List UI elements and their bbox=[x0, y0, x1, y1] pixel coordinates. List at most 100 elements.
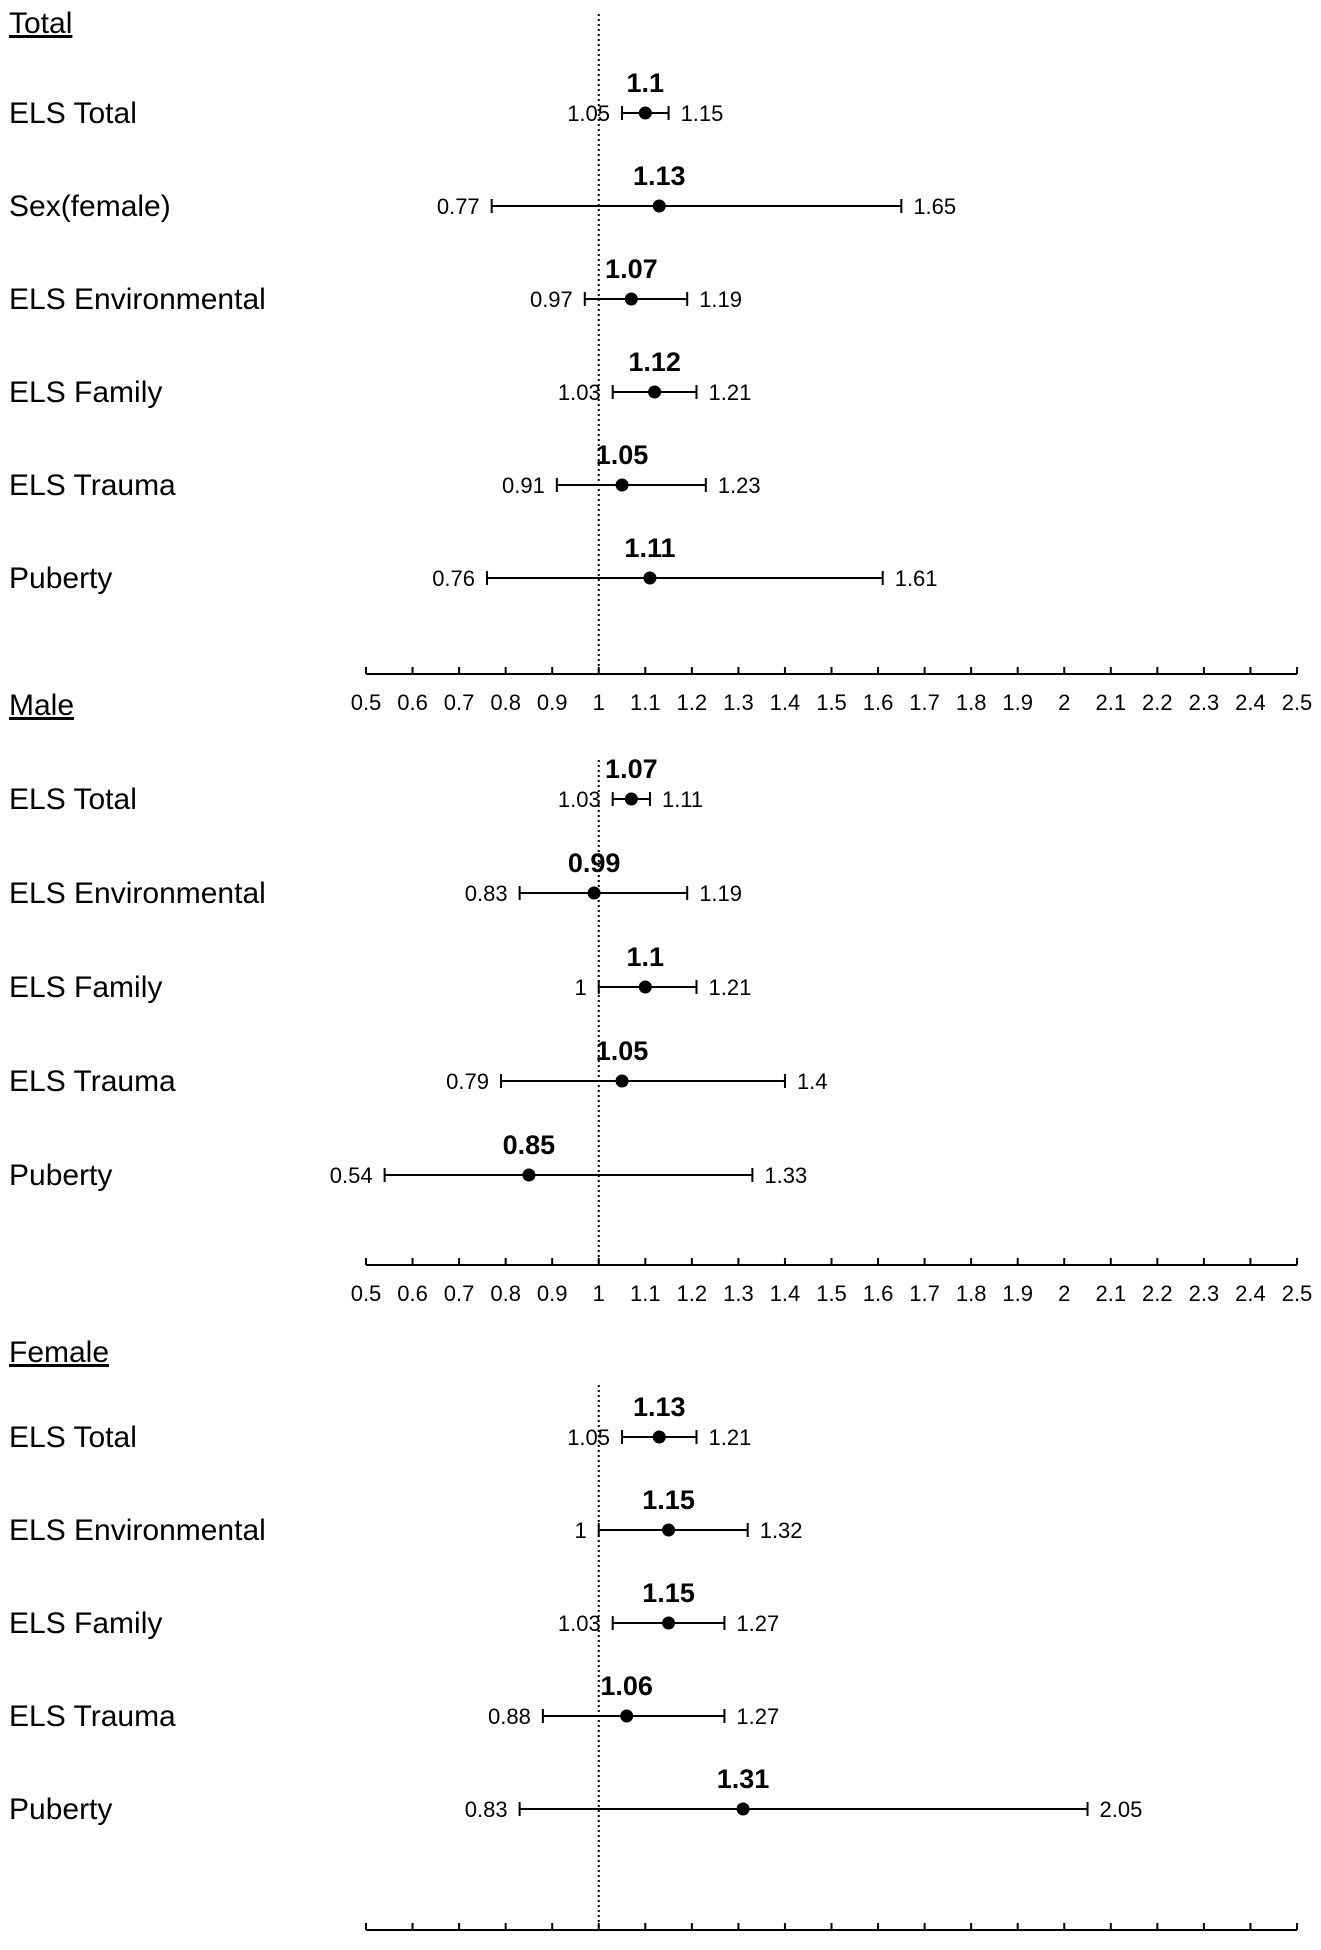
ci-lower-label: 0.97 bbox=[530, 287, 573, 312]
estimate-point bbox=[652, 199, 666, 213]
estimate-label: 1.13 bbox=[633, 161, 686, 191]
ci-lower-label: 0.91 bbox=[502, 473, 545, 498]
row-label: Puberty bbox=[9, 562, 112, 595]
x-tick-label: 1.2 bbox=[677, 1946, 708, 1950]
x-tick-label: 0.7 bbox=[444, 1281, 475, 1306]
estimate-point bbox=[522, 1168, 536, 1182]
ci-lower-label: 0.88 bbox=[488, 1704, 531, 1729]
estimate-point bbox=[662, 1523, 676, 1537]
row-label: Puberty bbox=[9, 1159, 112, 1192]
x-tick-label: 1.8 bbox=[956, 1946, 987, 1950]
x-tick-label: 1.8 bbox=[956, 690, 987, 715]
estimate-point bbox=[648, 385, 662, 399]
x-tick-label: 0.8 bbox=[490, 1946, 521, 1950]
ci-upper-label: 1.27 bbox=[736, 1704, 779, 1729]
x-tick-label: 1.2 bbox=[677, 1281, 708, 1306]
estimate-label: 1.05 bbox=[596, 440, 649, 470]
x-tick-label: 0.8 bbox=[490, 1281, 521, 1306]
row-label: Puberty bbox=[9, 1793, 112, 1826]
x-tick-label: 1.5 bbox=[816, 690, 847, 715]
estimate-point bbox=[587, 886, 601, 900]
x-tick-label: 1.3 bbox=[723, 690, 754, 715]
ci-lower-label: 0.77 bbox=[437, 194, 480, 219]
row-label: Sex(female) bbox=[9, 190, 171, 223]
ci-upper-label: 1.65 bbox=[913, 194, 956, 219]
row-label: ELS Family bbox=[9, 1607, 162, 1640]
x-tick-label: 1.6 bbox=[863, 690, 894, 715]
x-tick-label: 1.4 bbox=[770, 1946, 801, 1950]
estimate-point bbox=[638, 980, 652, 994]
ci-upper-label: 1.15 bbox=[681, 101, 724, 126]
panel-title: Male bbox=[9, 689, 74, 722]
x-tick-label: 1.9 bbox=[1002, 690, 1033, 715]
ci-lower-label: 0.83 bbox=[465, 881, 508, 906]
x-tick-label: 2.3 bbox=[1189, 1946, 1220, 1950]
x-tick-label: 1.1 bbox=[630, 690, 661, 715]
ci-lower-label: 0.54 bbox=[330, 1163, 373, 1188]
ci-upper-label: 1.23 bbox=[718, 473, 761, 498]
x-tick-label: 1.6 bbox=[863, 1281, 894, 1306]
x-tick-label: 0.7 bbox=[444, 690, 475, 715]
estimate-label: 1.07 bbox=[605, 754, 658, 784]
x-tick-label: 2.1 bbox=[1096, 1281, 1127, 1306]
ci-lower-label: 0.83 bbox=[465, 1797, 508, 1822]
x-tick-label: 2.2 bbox=[1142, 1281, 1173, 1306]
x-tick-label: 1.8 bbox=[956, 1281, 987, 1306]
estimate-label: 1.13 bbox=[633, 1392, 686, 1422]
x-tick-label: 0.6 bbox=[397, 1946, 428, 1950]
x-tick-label: 1 bbox=[593, 1946, 605, 1950]
estimate-label: 0.85 bbox=[503, 1130, 556, 1160]
row-label: ELS Trauma bbox=[9, 1065, 176, 1098]
estimate-point bbox=[736, 1802, 750, 1816]
ci-upper-label: 1.27 bbox=[736, 1611, 779, 1636]
x-tick-label: 1 bbox=[593, 1281, 605, 1306]
x-tick-label: 2.5 bbox=[1282, 690, 1313, 715]
x-tick-label: 1.5 bbox=[816, 1281, 847, 1306]
ci-upper-label: 1.61 bbox=[895, 566, 938, 591]
x-tick-label: 0.9 bbox=[537, 1281, 568, 1306]
ci-lower-label: 0.76 bbox=[432, 566, 475, 591]
ci-upper-label: 1.4 bbox=[797, 1069, 828, 1094]
panel-title: Total bbox=[9, 7, 72, 40]
row-label: ELS Environmental bbox=[9, 877, 266, 910]
ci-upper-label: 1.19 bbox=[699, 287, 742, 312]
x-tick-label: 1 bbox=[593, 690, 605, 715]
x-tick-label: 1.6 bbox=[863, 1946, 894, 1950]
x-tick-label: 1.4 bbox=[770, 690, 801, 715]
x-tick-label: 2.1 bbox=[1096, 690, 1127, 715]
ci-lower-label: 0.79 bbox=[446, 1069, 489, 1094]
estimate-point bbox=[624, 792, 638, 806]
estimate-label: 1.05 bbox=[596, 1036, 649, 1066]
estimate-label: 1.15 bbox=[642, 1578, 695, 1608]
x-tick-label: 0.5 bbox=[351, 1281, 382, 1306]
estimate-label: 1.06 bbox=[600, 1671, 653, 1701]
ci-lower-label: 1.03 bbox=[558, 380, 601, 405]
estimate-point bbox=[615, 1074, 629, 1088]
x-tick-label: 0.5 bbox=[351, 690, 382, 715]
ci-upper-label: 1.21 bbox=[709, 380, 752, 405]
x-tick-label: 0.6 bbox=[397, 1281, 428, 1306]
x-tick-label: 1.3 bbox=[723, 1946, 754, 1950]
ci-lower-label: 1.03 bbox=[558, 787, 601, 812]
ci-lower-label: 1 bbox=[575, 975, 587, 1000]
x-tick-label: 2 bbox=[1058, 690, 1070, 715]
x-tick-label: 2.4 bbox=[1235, 690, 1266, 715]
x-tick-label: 2.4 bbox=[1235, 1946, 1266, 1950]
x-tick-label: 1.4 bbox=[770, 1281, 801, 1306]
estimate-label: 1.1 bbox=[627, 942, 665, 972]
estimate-point bbox=[615, 478, 629, 492]
estimate-label: 1.12 bbox=[628, 347, 681, 377]
x-tick-label: 2.1 bbox=[1096, 1946, 1127, 1950]
x-tick-label: 0.7 bbox=[444, 1946, 475, 1950]
estimate-point bbox=[620, 1709, 634, 1723]
ci-upper-label: 1.21 bbox=[709, 975, 752, 1000]
estimate-label: 1.1 bbox=[627, 68, 665, 98]
row-label: ELS Total bbox=[9, 97, 137, 130]
x-tick-label: 2.3 bbox=[1189, 1281, 1220, 1306]
x-tick-label: 1.7 bbox=[909, 690, 940, 715]
x-tick-label: 1.1 bbox=[630, 1281, 661, 1306]
ci-lower-label: 1 bbox=[575, 1518, 587, 1543]
ci-upper-label: 2.05 bbox=[1100, 1797, 1143, 1822]
ci-lower-label: 1.05 bbox=[567, 101, 610, 126]
